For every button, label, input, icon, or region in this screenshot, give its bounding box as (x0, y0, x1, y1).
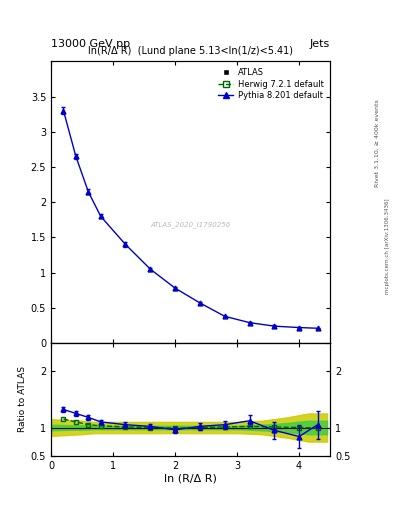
Text: Rivet 3.1.10, ≥ 400k events: Rivet 3.1.10, ≥ 400k events (375, 99, 380, 187)
Text: ln(R/Δ R)  (Lund plane 5.13<ln(1/z)<5.41): ln(R/Δ R) (Lund plane 5.13<ln(1/z)<5.41) (88, 46, 293, 56)
Text: mcplots.cern.ch [arXiv:1306.3436]: mcplots.cern.ch [arXiv:1306.3436] (385, 198, 389, 293)
X-axis label: ln (R/Δ R): ln (R/Δ R) (164, 473, 217, 483)
Text: 13000 GeV pp: 13000 GeV pp (51, 38, 130, 49)
Y-axis label: Ratio to ATLAS: Ratio to ATLAS (18, 367, 27, 432)
Text: ATLAS_2020_I1790256: ATLAS_2020_I1790256 (151, 221, 231, 228)
Text: Jets: Jets (310, 38, 330, 49)
Legend: ATLAS, Herwig 7.2.1 default, Pythia 8.201 default: ATLAS, Herwig 7.2.1 default, Pythia 8.20… (216, 66, 326, 102)
